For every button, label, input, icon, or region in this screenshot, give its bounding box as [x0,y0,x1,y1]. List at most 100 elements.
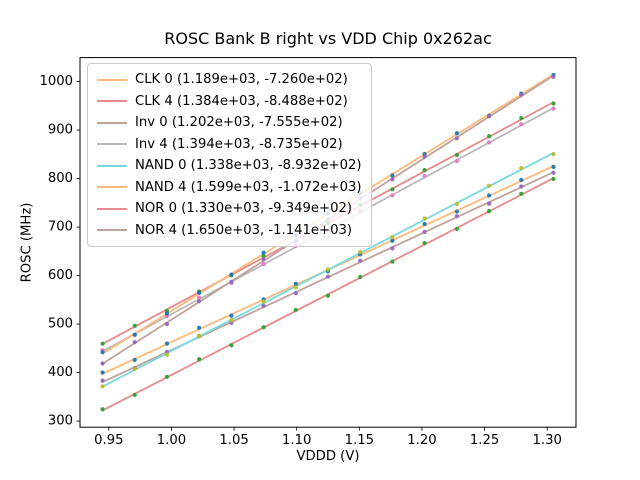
y-tick-label: 700 [48,220,73,235]
data-point-nor-4 [261,257,266,262]
data-point-nand-0 [164,352,170,357]
data-point-clk-0 [132,357,137,362]
data-point-nand-0 [325,267,331,272]
data-point-inv-0 [390,246,395,251]
data-point-nor-4 [551,74,556,79]
data-point-clk-0 [293,281,298,286]
data-point-inv-0 [358,258,363,263]
y-tick-label: 800 [48,171,73,186]
data-point-inv-0 [519,184,524,189]
legend-label: CLK 0 (1.189e+03, -7.260e+02) [135,72,348,88]
x-tick-label: 1.15 [345,433,374,448]
data-point-clk-4 [100,341,105,346]
x-axis-label: VDDD (V) [296,449,360,464]
data-point-nand-0 [358,249,363,255]
legend-label: Inv 4 (1.394e+03, -8.735e+02) [135,136,343,152]
data-point-inv-0 [325,274,331,279]
data-point-nand-4 [132,332,137,337]
y-tick-label: 900 [48,123,73,138]
data-point-nor-0 [100,407,105,412]
data-point-clk-0 [390,238,395,243]
data-point-inv-4 [454,158,459,164]
legend-entry-nor-0: NOR 0 (1.330e+03, -9.349e+02) [97,198,362,220]
y-tick-label: 600 [48,268,73,283]
x-tick-label: 1.10 [282,433,311,448]
x-tick-label: 0.95 [94,433,123,448]
data-point-inv-4 [197,295,202,300]
data-point-nand-0 [390,235,395,240]
axes-spines [79,57,577,428]
data-point-nand-0 [454,201,459,207]
legend-entry-inv-4: Inv 4 (1.394e+03, -8.735e+02) [97,134,362,156]
chart-title: ROSC Bank B right vs VDD Chip 0x262ac [164,29,492,48]
data-point-nor-0 [519,191,524,196]
data-point-nor-0 [132,392,137,397]
x-tick-label: 1.05 [219,433,248,448]
data-point-nand-4 [261,250,266,255]
legend-line-swatch [97,229,127,232]
data-point-nor-0 [293,307,298,313]
data-point-nand-0 [486,183,492,188]
data-point-clk-4 [422,168,427,173]
data-point-inv-4 [390,193,395,198]
data-point-clk-4 [519,115,524,121]
data-point-inv-0 [261,303,266,309]
data-point-nand-0 [519,166,524,171]
legend-line-swatch [97,207,127,210]
data-point-nand-0 [293,285,298,290]
legend-line-swatch [97,100,127,103]
data-point-nor-0 [164,374,170,379]
data-point-inv-0 [293,291,298,296]
data-point-nand-4 [390,173,395,178]
legend-entry-inv-0: Inv 0 (1.202e+03, -7.555e+02) [97,112,362,134]
data-point-nor-4 [454,136,459,141]
data-point-nand-4 [454,131,459,136]
data-point-inv-0 [551,170,556,175]
y-tick-label: 500 [48,317,73,332]
data-point-nor-0 [358,274,363,280]
legend-line-swatch [97,164,127,167]
x-tick-label: 1.00 [157,433,186,448]
data-point-nor-0 [229,343,234,348]
data-point-clk-4 [551,101,556,106]
data-point-nor-4 [519,92,524,97]
legend-entry-nand-0: NAND 0 (1.338e+03, -8.932e+02) [97,155,362,177]
legend-entry-clk-0: CLK 0 (1.189e+03, -7.260e+02) [97,69,362,91]
data-point-inv-4 [519,122,524,127]
data-point-inv-4 [551,106,556,111]
legend-line-swatch [97,78,127,81]
data-point-nand-0 [261,299,266,304]
data-point-nor-4 [164,321,170,327]
y-axis-label: ROSC (MHz) [19,202,35,283]
legend-line-swatch [97,143,127,146]
data-point-nand-0 [229,318,234,323]
x-tick-label: 1.25 [470,433,499,448]
data-point-nor-0 [551,176,556,182]
data-point-nor-0 [261,325,266,330]
data-point-nand-0 [197,333,202,338]
data-point-nor-4 [229,279,234,284]
data-point-clk-0 [422,221,427,227]
data-point-inv-0 [486,201,492,206]
y-tick-label: 1000 [39,74,73,89]
data-point-clk-4 [261,254,266,259]
data-point-nand-4 [164,311,170,316]
data-point-clk-0 [519,177,524,183]
legend-line-swatch [97,121,127,124]
data-point-nor-4 [422,154,427,159]
data-point-nand-0 [100,384,105,389]
data-point-nor-4 [100,361,105,366]
data-point-nor-0 [325,293,331,298]
data-point-inv-0 [422,229,427,235]
data-point-clk-0 [164,341,170,346]
data-point-inv-0 [100,378,105,383]
legend-line-swatch [97,186,127,189]
legend-entry-nor-4: NOR 4 (1.650e+03, -1.141e+03) [97,220,362,242]
data-point-clk-4 [390,187,395,192]
legend-label: NAND 4 (1.599e+03, -1.072e+03) [135,179,362,195]
legend-label: CLK 4 (1.384e+03, -8.488e+02) [135,93,348,109]
data-point-clk-0 [197,325,202,330]
data-point-clk-0 [454,209,459,214]
data-point-nand-4 [100,350,105,355]
data-point-clk-4 [454,152,459,158]
